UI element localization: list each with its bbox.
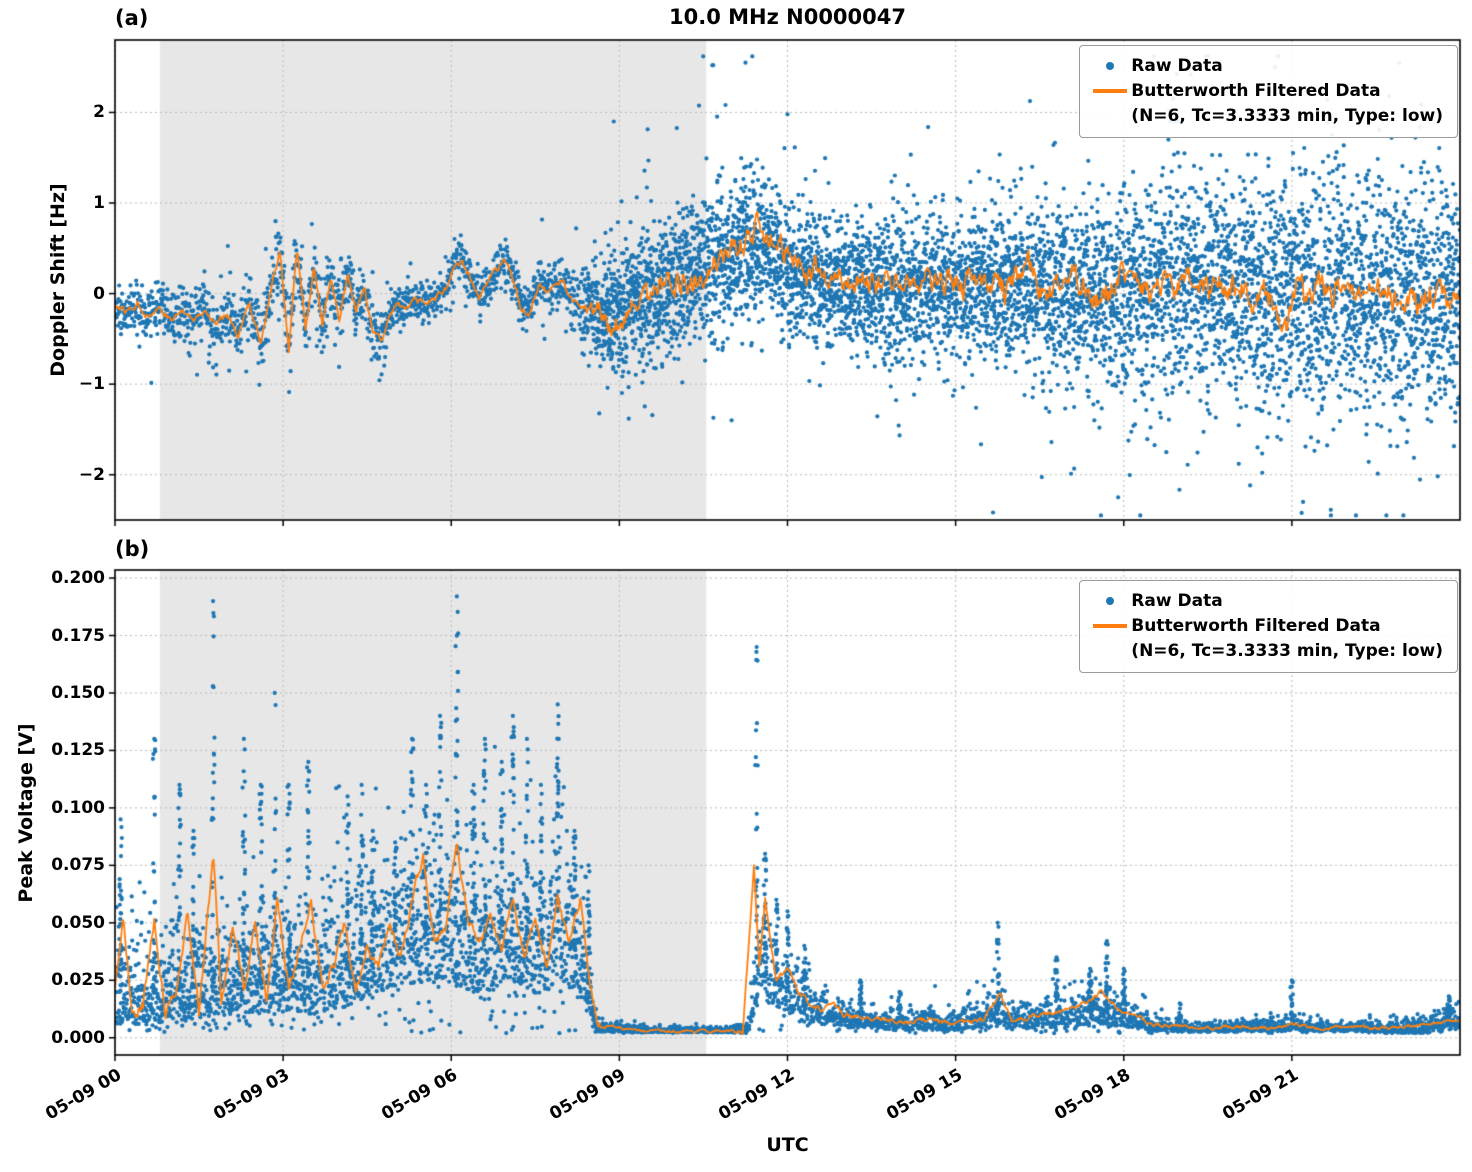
legend-panel-a: Raw Data Butterworth Filtered Data (N=6,…: [1079, 45, 1458, 138]
y-tick-label-b: 0.100: [51, 797, 105, 818]
raw-data-dot-icon: [1106, 61, 1115, 70]
y-tick-label-b: 0.200: [51, 568, 105, 589]
x-axis-label: UTC: [766, 1134, 809, 1156]
legend-panel-b: Raw Data Butterworth Filtered Data (N=6,…: [1079, 580, 1458, 673]
y-tick-label-b: 0.000: [51, 1027, 105, 1048]
legend-row-raw: Raw Data: [1089, 53, 1443, 78]
y-tick-label-a: 0: [93, 283, 105, 304]
filtered-line-icon: [1093, 88, 1128, 93]
legend-row-filtered: Butterworth Filtered Data: [1089, 78, 1443, 103]
legend-row-filtered: Butterworth Filtered Data: [1089, 613, 1443, 638]
y-tick-label-a: −2: [78, 464, 105, 485]
y-tick-label-a: −1: [78, 374, 105, 395]
y-tick-label-b: 0.150: [51, 682, 105, 703]
figure-title: 10.0 MHz N0000047: [669, 5, 906, 29]
filtered-line-icon: [1093, 623, 1128, 628]
y-tick-label-a: 2: [93, 102, 105, 123]
legend-filtered-label: Butterworth Filtered Data: [1131, 615, 1381, 636]
panel-a-label: (a): [115, 6, 149, 30]
legend-row-filtered-params: (N=6, Tc=3.3333 min, Type: low): [1089, 103, 1443, 128]
raw-data-dot-icon: [1106, 596, 1115, 605]
y-tick-label-b: 0.175: [51, 625, 105, 646]
legend-row-raw: Raw Data: [1089, 588, 1443, 613]
legend-filtered-sublabel: (N=6, Tc=3.3333 min, Type: low): [1131, 640, 1443, 661]
legend-row-filtered-params: (N=6, Tc=3.3333 min, Type: low): [1089, 638, 1443, 663]
panel-b-label: (b): [115, 537, 150, 561]
y-tick-label-b: 0.050: [51, 912, 105, 933]
y-tick-label-b: 0.075: [51, 855, 105, 876]
legend-filtered-sublabel: (N=6, Tc=3.3333 min, Type: low): [1131, 105, 1443, 126]
legend-raw-label: Raw Data: [1131, 55, 1223, 76]
legend-raw-label: Raw Data: [1131, 590, 1223, 611]
y-tick-label-a: 1: [93, 193, 105, 214]
y-tick-label-b: 0.125: [51, 740, 105, 761]
y-tick-label-b: 0.025: [51, 970, 105, 991]
legend-filtered-label: Butterworth Filtered Data: [1131, 80, 1381, 101]
